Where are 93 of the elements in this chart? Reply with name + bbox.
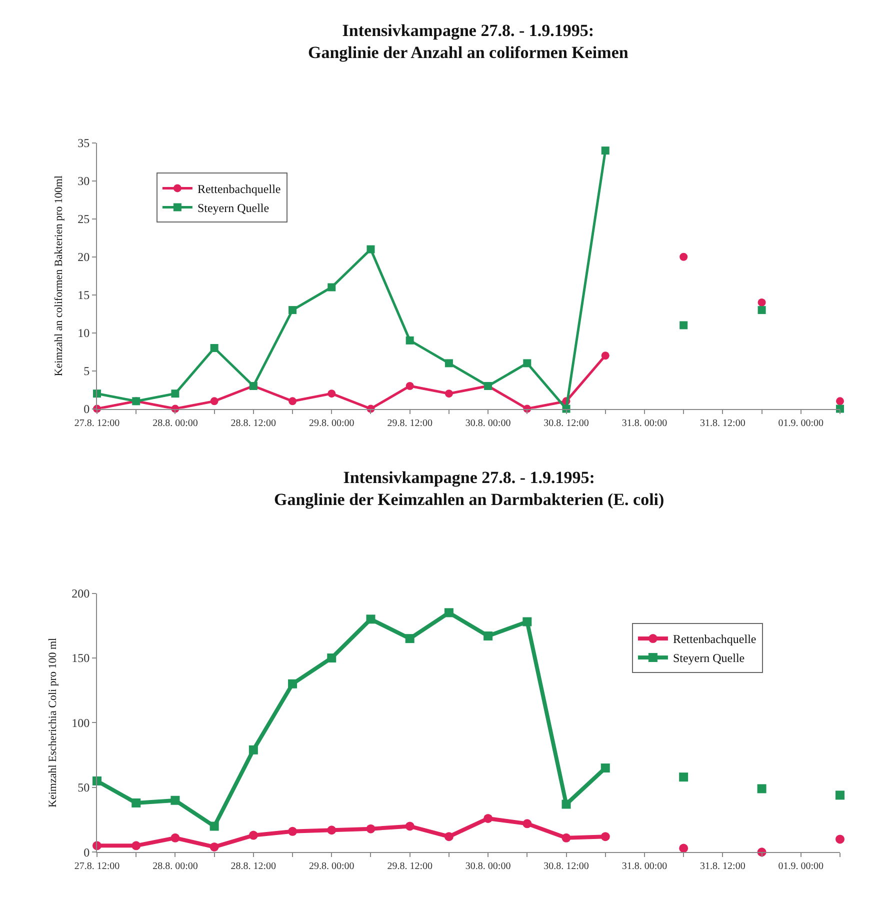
point	[601, 146, 610, 155]
y-tick-label: 100	[72, 716, 90, 730]
y-tick-label: 30	[78, 174, 90, 188]
point	[679, 844, 688, 853]
point	[522, 617, 532, 626]
x-tick-label: 31.8. 12:00	[700, 861, 746, 872]
point	[288, 826, 298, 836]
point	[523, 359, 532, 368]
x-tick-label: 01.9. 00:00	[778, 418, 824, 429]
point	[132, 798, 141, 808]
point	[328, 390, 336, 398]
x-tick-label: 31.8. 00:00	[622, 418, 668, 429]
point	[444, 359, 453, 368]
x-tick-label: 31.8. 00:00	[622, 861, 668, 872]
point	[406, 382, 414, 390]
y-tick-label: 15	[78, 288, 90, 302]
point	[288, 679, 298, 688]
x-tick-label: 30.8. 00:00	[465, 418, 511, 429]
chart-title: Intensivkampagne 27.8. - 1.9.1995: Ganglinie der Anzahl an coliformen Keimen	[308, 21, 629, 62]
point	[132, 841, 141, 850]
point	[170, 796, 180, 805]
point	[562, 833, 571, 842]
point	[600, 764, 610, 772]
point	[170, 833, 180, 842]
point	[836, 404, 844, 413]
point	[484, 631, 493, 640]
point	[366, 824, 376, 834]
point	[405, 634, 414, 644]
point	[522, 819, 532, 828]
point	[757, 784, 766, 794]
point	[405, 822, 414, 831]
x-tick-label: 30.8. 00:00	[465, 861, 511, 872]
x-tick-label: 29.8. 12:00	[387, 861, 432, 872]
point	[836, 397, 844, 406]
y-axis-title: Keimzahl Escherichia Coli pro 100 ml	[47, 638, 60, 808]
point	[366, 245, 375, 254]
y-tick-label: 5	[84, 364, 90, 378]
point	[327, 826, 336, 835]
chart-title: Intensivkampagne 27.8. - 1.9.1995: Ganglinie der Keimzahlen an Darmbakterien (E. coli)	[274, 468, 664, 510]
y-tick-label: 0	[84, 402, 90, 416]
x-tick-label: 28.8. 12:00	[230, 861, 276, 872]
x-tick-label: 28.8. 00:00	[152, 418, 198, 429]
legend-label: Rettenbachquelle	[197, 182, 281, 196]
point	[248, 745, 258, 754]
y-tick-label: 20	[78, 250, 90, 264]
point	[444, 390, 453, 398]
y-tick-label: 10	[78, 326, 90, 340]
point	[210, 344, 218, 352]
point	[288, 397, 297, 406]
point	[680, 252, 688, 261]
point	[210, 397, 218, 406]
point	[328, 283, 336, 292]
point	[210, 842, 219, 852]
x-tick-label: 27.8. 12:00	[74, 418, 120, 429]
x-tick-label: 28.8. 12:00	[230, 418, 276, 429]
x-tick-label: 29.8. 12:00	[387, 418, 432, 429]
point	[836, 834, 844, 844]
point	[600, 832, 610, 842]
legend-label: Rettenbachquelle	[672, 632, 756, 646]
y-tick-label: 50	[78, 780, 90, 795]
point	[758, 298, 766, 306]
x-tick-label: 29.8. 00:00	[308, 861, 354, 872]
x-tick-label: 27.8. 12:00	[74, 861, 120, 872]
x-tick-label: 28.8. 00:00	[152, 861, 198, 872]
point	[248, 830, 258, 840]
y-tick-label: 150	[72, 651, 90, 666]
legend-label: Steyern Quelle	[672, 651, 745, 666]
point	[484, 814, 493, 823]
point	[562, 800, 571, 809]
y-tick-label: 200	[72, 586, 90, 600]
y-tick-label: 0	[84, 845, 90, 860]
y-tick-label: 25	[78, 212, 90, 226]
point	[210, 822, 219, 831]
y-tick-label: 35	[78, 136, 90, 150]
x-tick-label: 29.8. 00:00	[308, 418, 354, 429]
y-axis-title: Keimzahl an coliformen Bakterien pro 100ml	[53, 176, 66, 376]
x-tick-label: 01.9. 00:00	[778, 861, 824, 872]
x-tick-label: 30.8. 12:00	[544, 418, 589, 429]
x-tick-label: 30.8. 12:00	[544, 861, 589, 872]
point	[444, 832, 454, 842]
legend-label: Steyern Quelle	[197, 200, 270, 215]
point	[406, 336, 414, 344]
point	[288, 306, 297, 314]
point	[758, 306, 766, 314]
point	[171, 390, 180, 398]
point	[836, 790, 844, 800]
point	[327, 653, 336, 662]
x-tick-label: 31.8. 12:00	[700, 418, 746, 429]
point	[444, 608, 454, 618]
point	[601, 352, 610, 360]
point	[366, 614, 376, 624]
point	[680, 321, 688, 330]
point	[679, 772, 688, 782]
